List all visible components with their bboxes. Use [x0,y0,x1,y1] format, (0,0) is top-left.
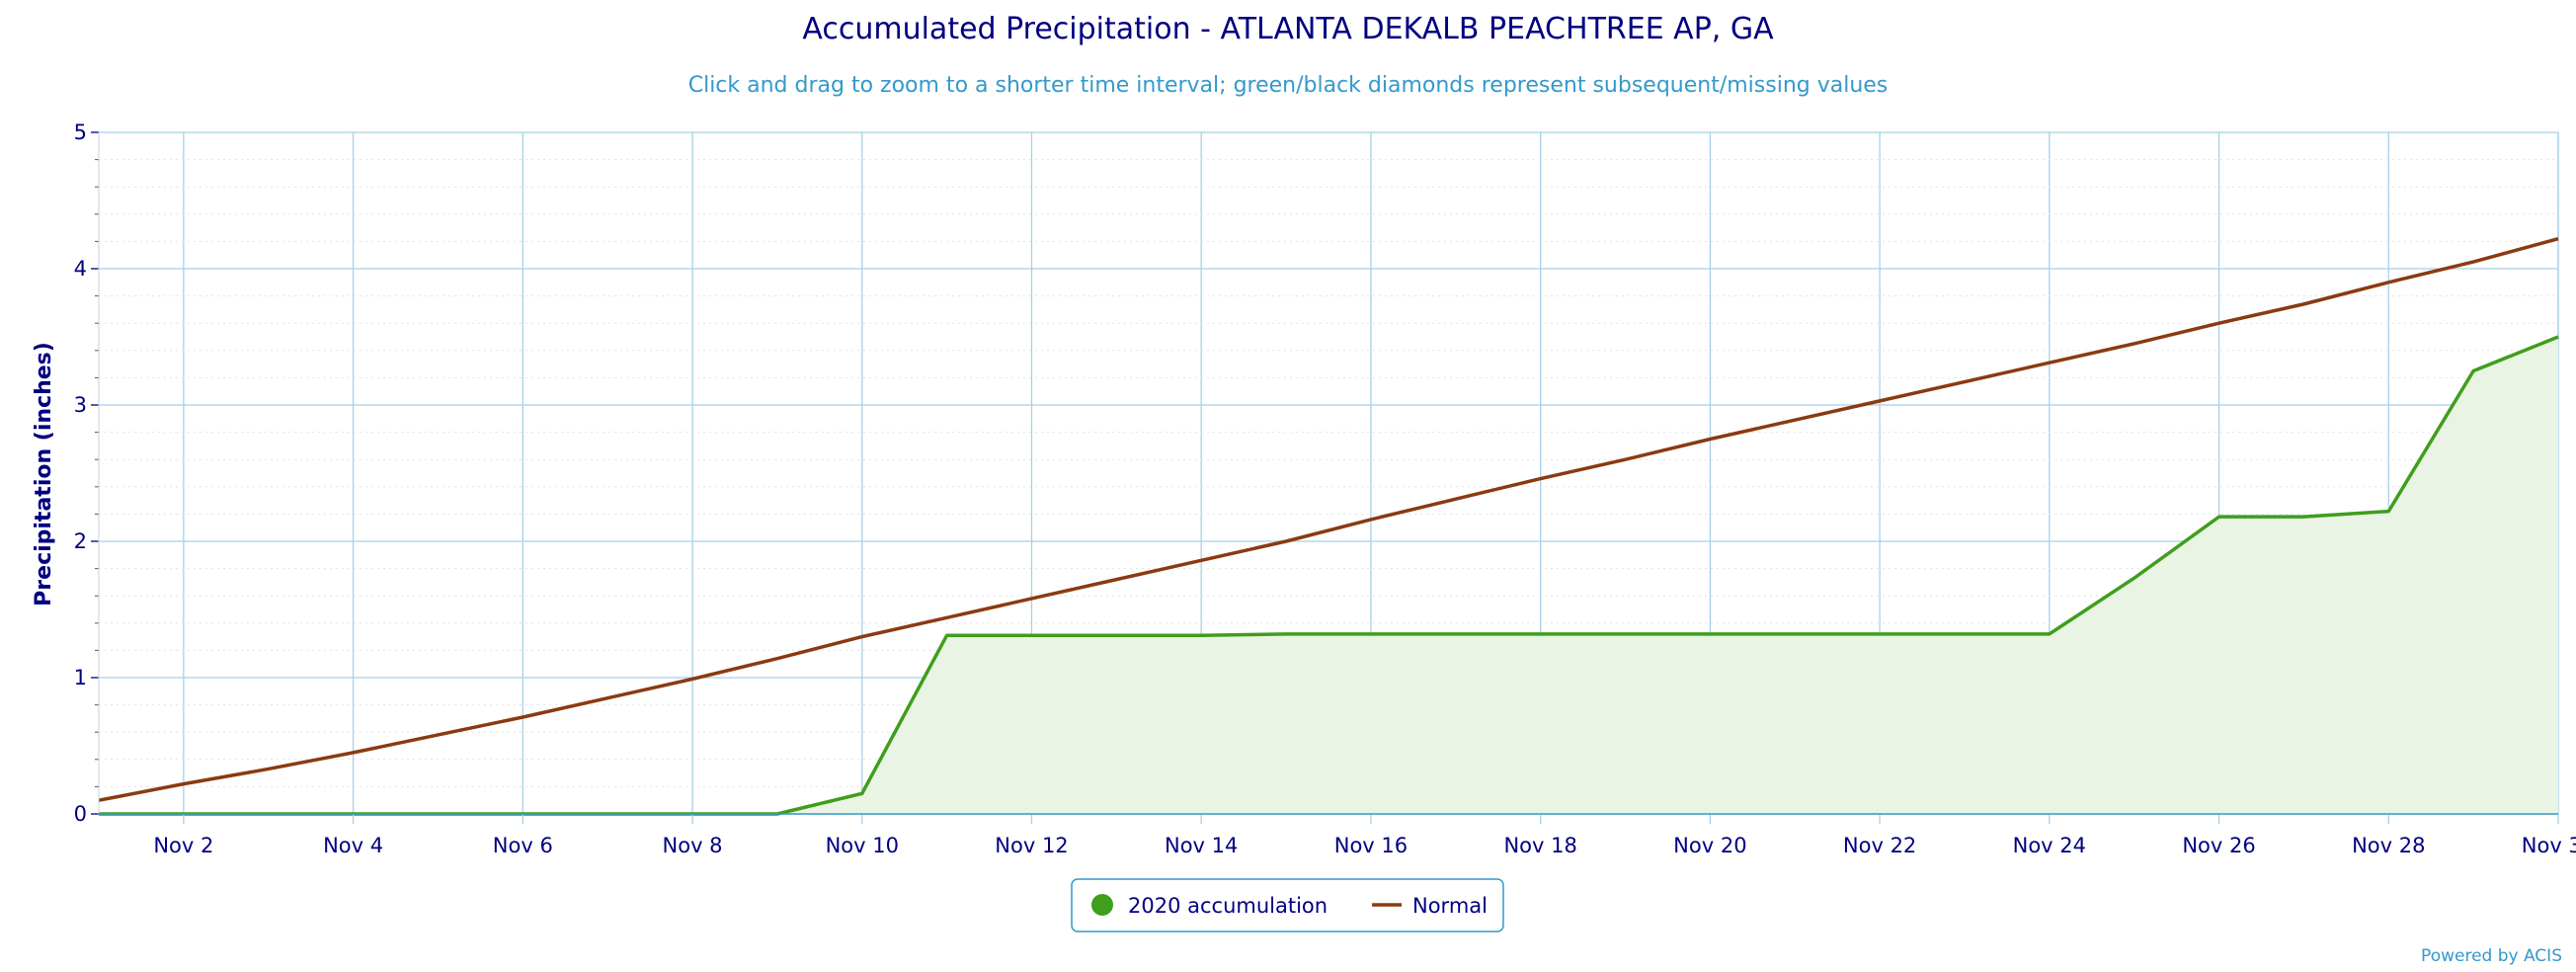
x-tick-label: Nov 22 [1843,834,1916,857]
x-tick-label: Nov 24 [2013,834,2086,857]
legend-normal-label: Normal [1412,894,1488,918]
y-minor-ticks [95,159,2558,787]
x-tick-label: Nov 26 [2182,834,2255,857]
y-tick-label: 0 [74,802,87,826]
y-tick-label: 4 [74,257,87,281]
x-tick-label: Nov 18 [1503,834,1576,857]
y-tick-label: 1 [74,666,87,689]
legend-accumulation-label: 2020 accumulation [1128,894,1328,918]
chart-title: Accumulated Precipitation - ATLANTA DEKA… [802,12,1774,46]
x-tick-label: Nov 2 [153,834,213,857]
axes: 0 1 2 3 4 5 Nov 2 Nov 4 Nov 6 Nov 8 Nov 10 Nov 12 No… [74,121,2576,857]
x-tick-label: Nov 14 [1165,834,1238,857]
x-tick-label: Nov 16 [1334,834,1408,857]
legend: 2020 accumulation Normal [1071,878,1504,932]
legend-item-normal[interactable]: Normal [1372,894,1488,918]
credits-link[interactable]: Powered by ACIS [2421,946,2562,966]
x-tick-label: Nov 10 [826,834,899,857]
y-tick-label: 2 [74,529,87,553]
chart-subtitle: Click and drag to zoom to a shorter time… [687,73,1889,98]
series-layer[interactable] [98,236,2559,816]
x-tick-label: Nov 8 [663,834,723,857]
legend-box [1071,878,1504,932]
legend-item-accumulation[interactable]: 2020 accumulation [1091,894,1328,918]
x-tick-label: Nov 12 [995,834,1068,857]
x-tick-label: Nov 30 [2522,834,2576,857]
y-axis-title: Precipitation (inches) [32,342,56,607]
legend-accumulation-swatch [1091,894,1113,916]
x-tick-label: Nov 20 [1673,834,1746,857]
y-tick-label: 3 [74,393,87,417]
normal-line[interactable] [98,236,2559,802]
y-tick-label: 5 [74,121,87,144]
x-tick-label: Nov 28 [2352,834,2425,857]
x-tick-label: Nov 4 [323,834,383,857]
accumulation-area [99,337,2558,814]
x-tick-label: Nov 6 [493,834,553,857]
